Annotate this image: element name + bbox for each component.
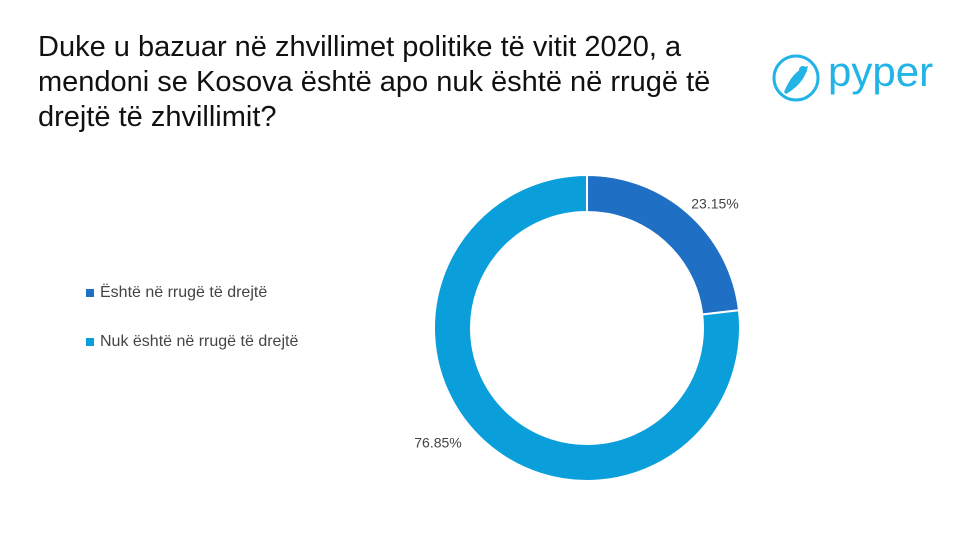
- logo-icon: [772, 54, 820, 102]
- chart-title: Duke u bazuar në zhvillimet politike të …: [38, 31, 711, 133]
- logo-text: pyper: [828, 48, 934, 95]
- legend-entry: Është në rrugë të drejtë: [86, 281, 301, 305]
- data-label: 23.15%: [691, 196, 738, 212]
- data-label: 76.85%: [414, 435, 461, 451]
- donut-slice: [433, 173, 741, 482]
- legend-label: Nuk është në rrugë të drejtë: [100, 333, 299, 350]
- legend-swatch: [86, 289, 94, 297]
- legend-entry: Nuk është në rrugë të drejtë: [86, 330, 301, 354]
- legend-label: Është në rrugë të drejtë: [100, 284, 268, 301]
- legend-swatch: [86, 338, 94, 346]
